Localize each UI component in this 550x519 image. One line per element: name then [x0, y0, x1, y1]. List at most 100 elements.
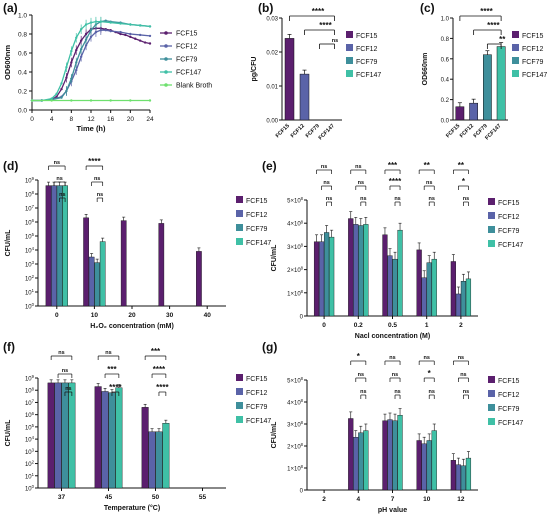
legend-swatch [488, 212, 495, 219]
legend-swatch [346, 31, 353, 38]
y-tick-label: 107 [25, 204, 35, 212]
bar [155, 431, 163, 489]
y-tick-label: 0.0 [18, 108, 27, 115]
data-point [138, 39, 142, 42]
bar [94, 262, 100, 307]
bar [329, 236, 335, 317]
legend-label: FCF12 [498, 214, 520, 221]
bar [363, 430, 369, 491]
data-point [138, 24, 142, 27]
legend-label: FCF79 [498, 406, 520, 413]
data-point [119, 22, 122, 25]
bar [358, 432, 364, 491]
bar [51, 185, 57, 307]
sig-label: ns [358, 372, 364, 378]
y-tick-label: 108 [25, 190, 35, 198]
bar [158, 223, 165, 307]
y-tick-label: 0.02 [266, 51, 278, 57]
legend-label: FCF79 [498, 228, 520, 235]
data-point [129, 23, 132, 26]
legend-label: FCF12 [246, 390, 268, 397]
bar [54, 382, 62, 489]
y-tick-label: 0.4 [18, 70, 27, 77]
legend-swatch [236, 402, 243, 409]
x-tick-label: 16 [107, 116, 115, 123]
y-axis-label: CFU/mL [5, 229, 12, 257]
bar [120, 220, 127, 307]
y-tick-label: 104 [25, 435, 35, 443]
x-tick-label: 12 [457, 496, 465, 503]
x-axis-label: Nacl concentration (M) [355, 333, 430, 340]
legend-label: FCF79 [246, 404, 268, 411]
bar [426, 262, 432, 317]
y-tick-label: 0.6 [441, 57, 450, 63]
sig-label: ns [355, 164, 361, 170]
panel-label: (d) [3, 159, 18, 173]
legend-swatch [236, 196, 243, 203]
x-tick-label: FCF12 [290, 123, 306, 139]
y-axis-label: CFU/mL [271, 421, 278, 449]
bar [465, 457, 472, 491]
legend-label: FCF12 [176, 44, 198, 51]
y-tick-label: 109 [25, 374, 35, 382]
panel-label: (g) [262, 340, 277, 354]
sig-label: **** [153, 365, 166, 374]
bar [397, 229, 403, 317]
y-tick-label: 2×108 [287, 442, 304, 450]
y-tick-label: 108 [25, 386, 35, 394]
x-tick-label: FCF147 [318, 123, 336, 141]
legend-label: FCF15 [522, 33, 544, 40]
bar [392, 258, 398, 317]
bar [353, 437, 359, 491]
sig-label: **** [312, 7, 325, 16]
data-point [129, 99, 132, 102]
legend-label: FCF147 [498, 242, 523, 249]
sig-label: * [462, 177, 466, 186]
legend-swatch [512, 31, 519, 38]
x-tick-label: 0.2 [354, 322, 363, 329]
bar [387, 255, 393, 317]
x-tick-label: 0 [55, 312, 59, 319]
bar [460, 281, 467, 317]
bar [455, 464, 461, 491]
bar [416, 440, 422, 491]
legend-label: FCF15 [356, 33, 378, 40]
bar [196, 251, 202, 307]
bar [469, 102, 478, 121]
y-tick-label: 0 [300, 315, 304, 321]
bar [353, 224, 359, 317]
bar [421, 277, 427, 317]
sig-label: *** [107, 365, 117, 374]
x-tick-label: 45 [105, 494, 113, 501]
data-point [119, 30, 122, 34]
sig-label: ns [97, 192, 103, 198]
legend-swatch [512, 57, 519, 64]
bar [115, 387, 123, 489]
legend-swatch [236, 374, 243, 381]
x-tick-label: 24 [146, 116, 154, 123]
sig-label: ns [323, 180, 329, 186]
y-axis-label: CFU/mL [271, 244, 278, 272]
sig-label: ns [429, 389, 435, 395]
bar [450, 261, 456, 317]
x-tick-label: 2 [322, 496, 326, 503]
legend-swatch [488, 376, 495, 383]
y-tick-label: 102 [25, 460, 35, 468]
legend-label: FCF147 [522, 72, 547, 79]
bar [56, 185, 63, 307]
legend-label: FCF12 [522, 46, 544, 53]
legend-label: FCF147 [176, 70, 201, 77]
y-axis-label: OD600nm [3, 45, 12, 80]
sig-label: * [428, 369, 432, 378]
y-tick-label: 105 [25, 423, 35, 431]
legend-marker [164, 83, 168, 87]
x-tick-label: 30 [166, 312, 174, 319]
y-tick-label: 0.2 [441, 98, 450, 104]
y-tick-label: 0.01 [266, 85, 278, 91]
sig-label: *** [151, 347, 161, 356]
sig-label: ns [65, 386, 71, 392]
data-point [119, 32, 122, 36]
y-tick-label: 4×108 [287, 398, 304, 406]
sig-label: ns [58, 350, 64, 356]
panel-label: (b) [258, 1, 273, 15]
